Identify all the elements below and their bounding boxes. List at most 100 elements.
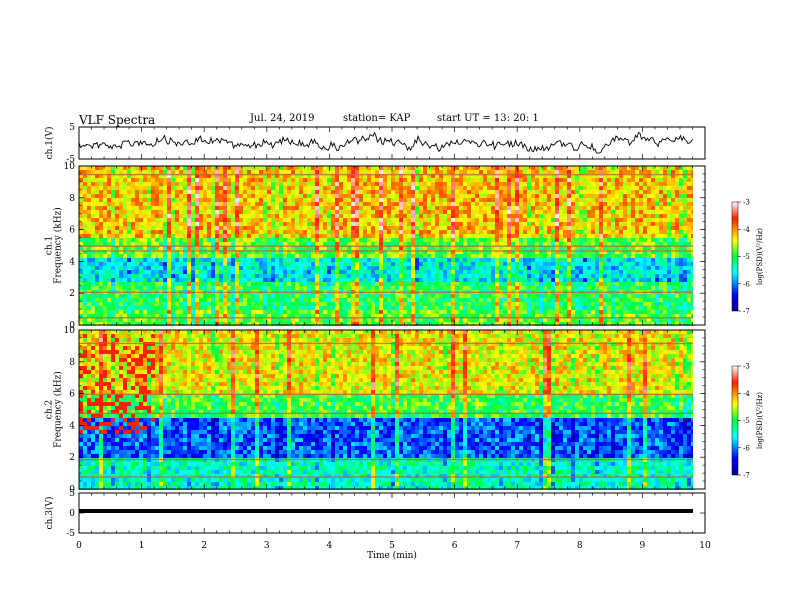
spectrogram-cell <box>359 178 363 182</box>
spectrogram-cell <box>327 170 331 174</box>
spectrogram-cell <box>143 294 147 298</box>
spectrogram-cell <box>575 226 579 230</box>
spectrogram-cell <box>203 230 207 234</box>
spectrogram-cell <box>323 262 327 266</box>
spectrogram-cell <box>267 258 271 262</box>
spectrogram-cell <box>623 274 627 278</box>
spectrogram-cell <box>207 166 211 170</box>
spectrogram-cell <box>207 242 211 246</box>
spectrogram-cell <box>491 238 495 242</box>
spectrogram-cell <box>155 294 159 298</box>
spectrogram-cell <box>135 170 139 174</box>
spectrogram-cell <box>359 182 363 186</box>
spectrogram-cell <box>323 294 327 298</box>
spectrogram-cell <box>583 246 587 250</box>
spectrogram-cell <box>659 222 663 226</box>
spectrogram-cell <box>595 274 599 278</box>
spectrogram-cell <box>295 250 299 254</box>
spectrogram-cell <box>243 182 247 186</box>
spectrogram-cell <box>431 266 435 270</box>
spectrogram-cell <box>275 218 279 222</box>
spectrogram-cell <box>619 270 623 274</box>
spectrogram-cell <box>375 194 379 198</box>
spectrogram-cell <box>343 238 347 242</box>
spectrogram-cell <box>299 170 303 174</box>
spectrogram-cell <box>651 198 655 202</box>
spectrogram-cell <box>651 234 655 238</box>
spectrogram-cell <box>551 258 555 262</box>
spectrogram-cell <box>539 178 543 182</box>
spectrogram-cell <box>367 170 371 174</box>
spectrogram-cell <box>655 214 659 218</box>
spectrogram-cell <box>503 226 507 230</box>
spectrogram-cell <box>183 210 187 214</box>
spectrogram-cell <box>311 190 315 194</box>
spectrogram-cell <box>275 246 279 250</box>
spectrogram-cell <box>427 190 431 194</box>
spectrogram-cell <box>271 226 275 230</box>
spectrogram-cell <box>359 186 363 190</box>
spectrogram-cell <box>563 266 567 270</box>
spectrogram-cell <box>539 206 543 210</box>
spectrogram-cell <box>595 190 599 194</box>
spectrogram-cell <box>411 218 415 222</box>
spectrogram-cell <box>203 234 207 238</box>
spectrogram-cell <box>511 234 515 238</box>
spectrogram-cell <box>643 222 647 226</box>
spectrogram-cell <box>359 222 363 226</box>
spectrogram-cell <box>239 170 243 174</box>
spectrogram-cell <box>479 286 483 290</box>
spectrogram-cell <box>547 210 551 214</box>
spectrogram-cell <box>251 238 255 242</box>
spectrogram-cell <box>143 234 147 238</box>
spectrogram-cell <box>179 166 183 170</box>
spectrogram-cell <box>563 186 567 190</box>
spectrogram-cell <box>387 206 391 210</box>
spectrogram-cell <box>535 214 539 218</box>
spectrogram-cell <box>319 178 323 182</box>
spectrogram-cell <box>495 254 499 258</box>
spectrogram-cell <box>539 166 543 170</box>
spectrogram-cell <box>523 234 527 238</box>
spectrogram-cell <box>587 210 591 214</box>
spectrogram-cell <box>99 166 103 170</box>
spectrogram-cell <box>219 166 223 170</box>
spectrogram-cell <box>207 222 211 226</box>
spectrogram-cell <box>155 166 159 170</box>
spectrogram-cell <box>483 270 487 274</box>
spectrogram-cell <box>91 234 95 238</box>
spectrogram-cell <box>295 222 299 226</box>
spectrogram-cell <box>199 226 203 230</box>
spectrogram-cell <box>479 250 483 254</box>
spectrogram-cell <box>667 178 671 182</box>
spectrogram-cell <box>187 274 191 278</box>
spectrogram-cell <box>539 258 543 262</box>
spectrogram-cell <box>679 218 683 222</box>
spectrogram-cell <box>83 294 87 298</box>
spectrogram-cell <box>119 246 123 250</box>
spectrogram-cell <box>167 278 171 282</box>
spectrogram-cell <box>507 258 511 262</box>
spectrogram-cell <box>395 282 399 286</box>
spectrogram-cell <box>331 206 335 210</box>
spectrogram-cell <box>515 202 519 206</box>
spectrogram-cell <box>255 186 259 190</box>
spectrogram-cell <box>651 202 655 206</box>
spectrogram-cell <box>635 270 639 274</box>
spectrogram-cell <box>531 282 535 286</box>
spectrogram-cell <box>391 210 395 214</box>
spectrogram-cell <box>215 174 219 178</box>
spectrogram-cell <box>299 286 303 290</box>
spectrogram-cell <box>203 222 207 226</box>
spectrogram-cell <box>159 266 163 270</box>
spectrogram-cell <box>91 194 95 198</box>
spectrogram-cell <box>483 222 487 226</box>
spectrogram-cell <box>239 226 243 230</box>
spectrogram-cell <box>551 202 555 206</box>
spectrogram-cell <box>467 198 471 202</box>
spectrogram-cell <box>363 238 367 242</box>
spectrogram-cell <box>163 174 167 178</box>
spectrogram-cell <box>303 258 307 262</box>
spectrogram-cell <box>515 186 519 190</box>
spectrogram-cell <box>319 266 323 270</box>
